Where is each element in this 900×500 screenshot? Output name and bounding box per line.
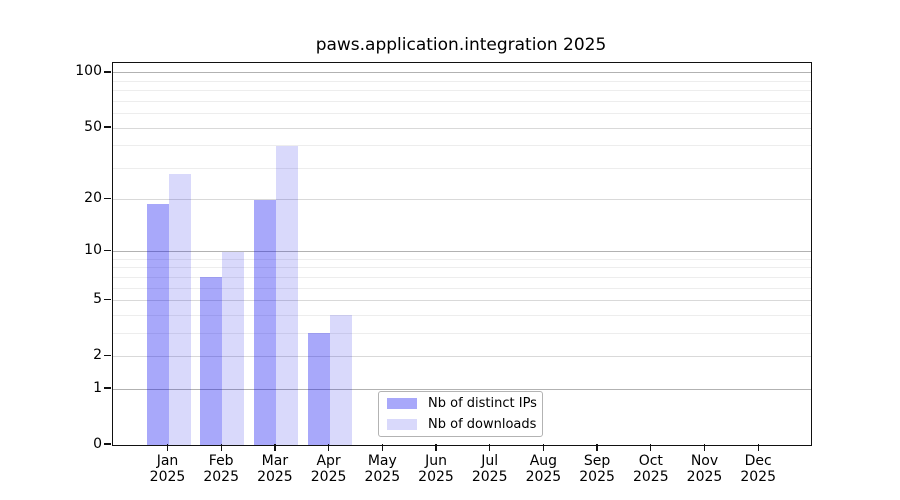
y-tick-label: 50 [84,118,102,135]
x-tick-mark [596,444,598,451]
x-tick-label: Mar 2025 [257,453,293,485]
y-tick-mark [104,443,111,445]
gridline-major [113,199,811,201]
y-tick-label: 10 [84,242,102,259]
x-tick-label: Aug 2025 [525,453,562,485]
y-tick-label: 2 [93,346,102,363]
gridline-minor [113,314,811,316]
y-tick-mark [104,126,111,128]
x-tick-label: Oct 2025 [632,453,669,485]
bar-ips-feb [200,277,223,445]
bar-ips-apr [307,333,330,445]
x-tick-mark [166,444,169,451]
x-tick-label: Sep 2025 [579,453,615,485]
gridline-major [113,251,811,253]
x-tick-mark [274,444,276,451]
gridline-minor [113,276,811,278]
x-tick-mark [650,444,652,451]
y-tick-mark [104,197,111,200]
legend: Nb of distinct IPs Nb of downloads [378,391,543,437]
legend-item-distinct-ips: Nb of distinct IPs [387,393,542,414]
gridline-minor [113,145,811,147]
x-tick-label: Jun 2025 [418,453,454,485]
gridline-major [113,300,811,302]
gridline-minor [113,80,811,82]
x-tick-label: Jan 2025 [149,453,186,485]
gridline-major [113,388,811,390]
legend-swatch-downloads [387,419,417,430]
chart-title: paws.application.integration 2025 [315,35,607,55]
gridline-minor [113,267,811,269]
y-tick-mark [104,387,111,389]
gridline-minor [113,332,811,334]
legend-label: Nb of distinct IPs [428,396,537,411]
x-tick-mark [542,444,545,451]
gridline-minor [113,90,811,92]
y-tick-mark [104,298,111,301]
y-tick-label: 5 [93,291,102,308]
plot-area: Nb of distinct IPs Nb of downloads [112,62,812,446]
bar-ips-mar [253,199,276,445]
y-tick-mark [104,250,111,252]
y-tick-label: 100 [75,63,102,80]
x-tick-mark [489,444,491,451]
x-tick-label: Jul 2025 [471,453,508,485]
y-tick-mark [104,71,111,73]
x-tick-label: Apr 2025 [310,453,347,485]
y-tick-mark [104,354,111,357]
x-tick-mark [220,444,222,451]
gridline-major [113,127,811,129]
bar-ips-jan [146,203,169,445]
x-tick-mark [435,444,437,451]
x-tick-mark [757,444,759,451]
gridline-minor [113,167,811,169]
x-tick-label: Nov 2025 [686,453,723,485]
bar-downloads-feb [222,251,245,445]
y-tick-label: 1 [93,379,102,396]
bar-downloads-jan [168,173,191,445]
x-tick-mark [381,444,383,451]
bar-downloads-mar [275,145,298,445]
y-tick-label: 0 [93,435,102,452]
gridline-minor [113,100,811,102]
bar-downloads-apr [329,315,352,445]
x-tick-label: Feb 2025 [203,453,239,485]
x-tick-mark [327,444,330,451]
legend-item-downloads: Nb of downloads [387,414,542,435]
legend-swatch-distinct-ips [387,398,417,409]
gridline-minor [113,113,811,115]
x-tick-label: Dec 2025 [740,453,776,485]
x-tick-mark [703,444,706,451]
gridline-major [113,72,811,74]
legend-label: Nb of downloads [428,417,537,432]
gridline-major [113,355,811,357]
y-tick-label: 20 [84,190,102,207]
x-tick-label: May 2025 [364,453,401,485]
gridline-minor [113,258,811,260]
gridline-minor [113,287,811,289]
